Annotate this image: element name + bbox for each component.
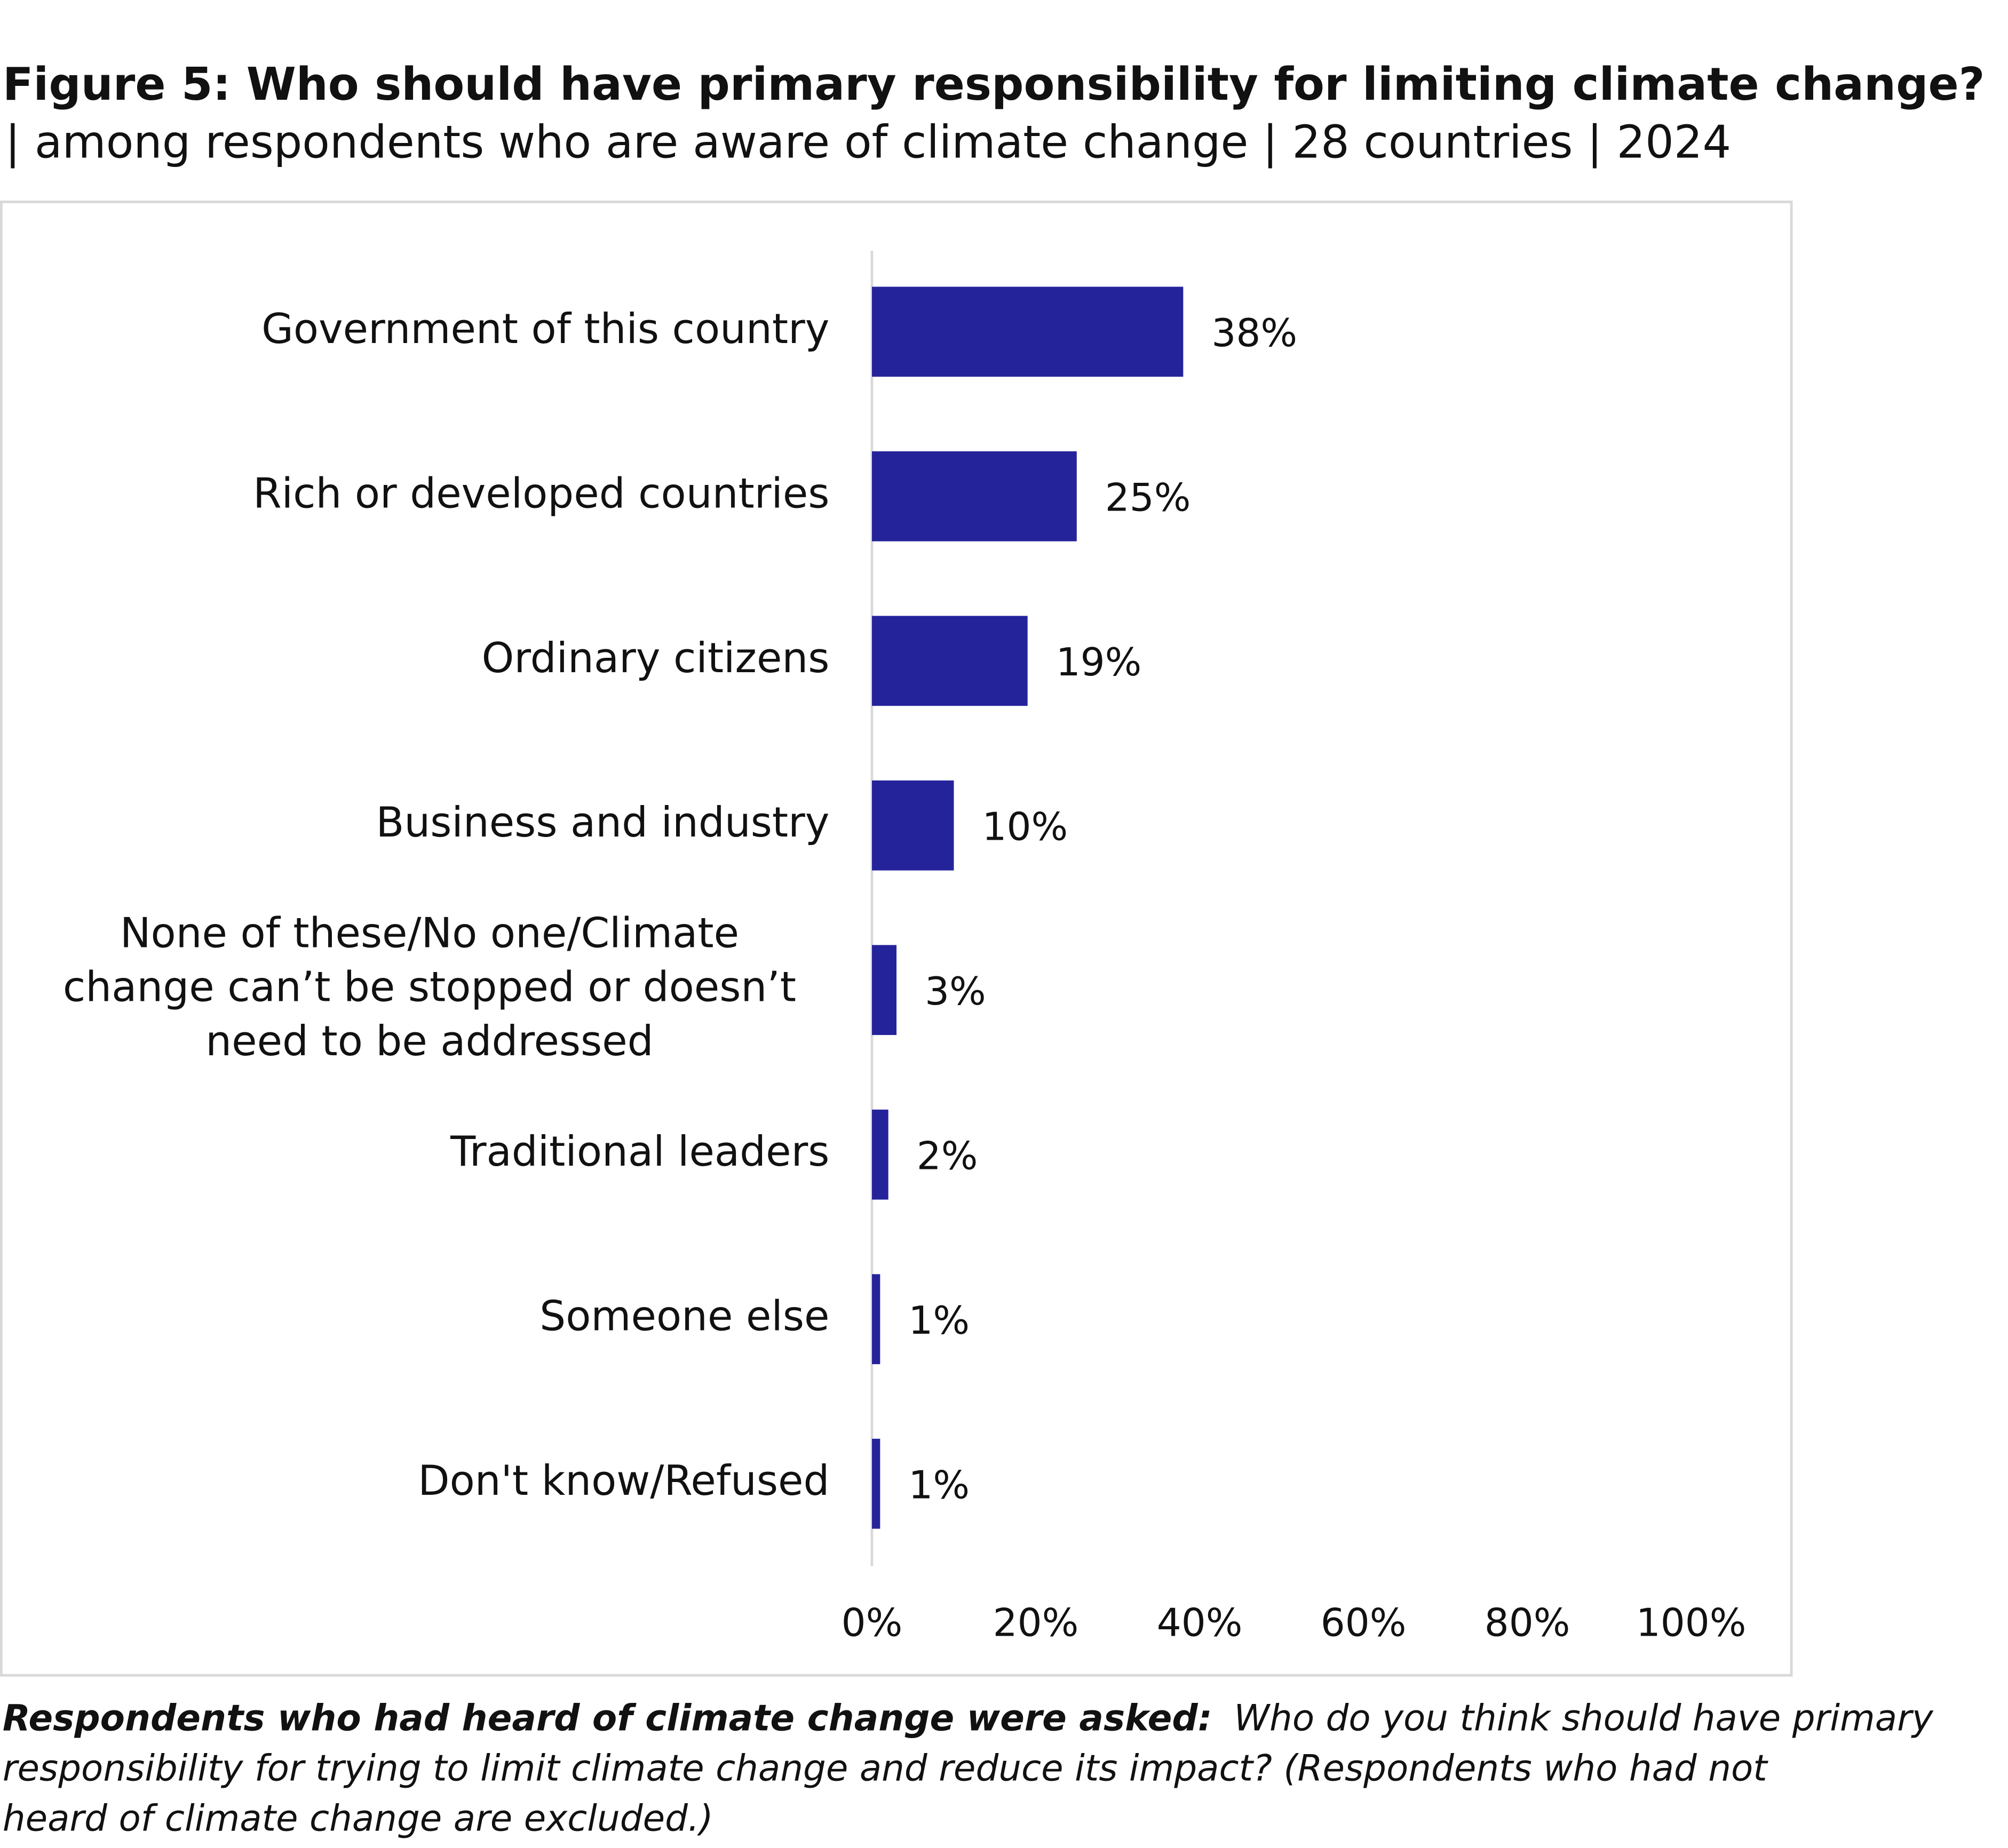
y-tick-label: Business and industry bbox=[376, 799, 829, 847]
bar bbox=[871, 451, 1077, 541]
bar bbox=[871, 616, 1028, 706]
x-tick-label: 60% bbox=[1321, 1600, 1407, 1645]
chart-title: Figure 5: Who should have primary respon… bbox=[3, 58, 1985, 110]
x-tick-label: 100% bbox=[1636, 1600, 1747, 1645]
bar bbox=[871, 780, 954, 871]
value-label: 1% bbox=[908, 1299, 970, 1343]
value-label: 10% bbox=[982, 805, 1068, 850]
value-label: 1% bbox=[908, 1463, 970, 1508]
bar bbox=[871, 1109, 888, 1200]
x-tick-label: 20% bbox=[993, 1600, 1079, 1645]
note-label: Respondents who had heard of climate cha… bbox=[3, 1696, 1212, 1739]
x-tick-label: 40% bbox=[1157, 1600, 1243, 1645]
bar bbox=[871, 286, 1184, 377]
y-tick-label: Ordinary citizens bbox=[482, 634, 830, 682]
label-line: None of these/No one/Climate bbox=[120, 910, 739, 958]
label-line: need to be addressed bbox=[205, 1017, 653, 1065]
value-label: 25% bbox=[1105, 476, 1191, 521]
x-tick-label: 80% bbox=[1485, 1600, 1570, 1645]
bar bbox=[871, 1438, 880, 1529]
note-line: responsibility for trying to limit clima… bbox=[3, 1747, 1768, 1789]
chart-subtitle: | among respondents who are aware of cli… bbox=[5, 116, 1732, 168]
value-label: 3% bbox=[925, 969, 986, 1014]
value-label: 19% bbox=[1056, 640, 1142, 685]
y-tick-label: None of these/No one/Climate change can’t… bbox=[63, 910, 796, 1065]
note-line: Who do you think should have primary bbox=[1234, 1696, 1933, 1739]
note: Respondents who had heard of climate cha… bbox=[3, 1696, 1944, 1839]
note-line: heard of climate change are excluded.) bbox=[3, 1797, 713, 1839]
bar bbox=[871, 1274, 880, 1365]
value-label: 38% bbox=[1211, 311, 1297, 356]
bar bbox=[871, 945, 897, 1035]
plot-frame bbox=[0, 201, 1793, 1677]
y-tick-label: Someone else bbox=[539, 1293, 829, 1341]
y-tick-label: Government of this country bbox=[261, 305, 829, 353]
value-label: 2% bbox=[917, 1134, 978, 1178]
x-tick-label: 0% bbox=[842, 1600, 903, 1645]
y-tick-label: Don't know/Refused bbox=[418, 1457, 829, 1505]
y-tick-label: Rich or developed countries bbox=[253, 469, 829, 517]
y-tick-label: Traditional leaders bbox=[450, 1128, 829, 1176]
label-line: change can’t be stopped or doesn’t bbox=[63, 963, 796, 1011]
